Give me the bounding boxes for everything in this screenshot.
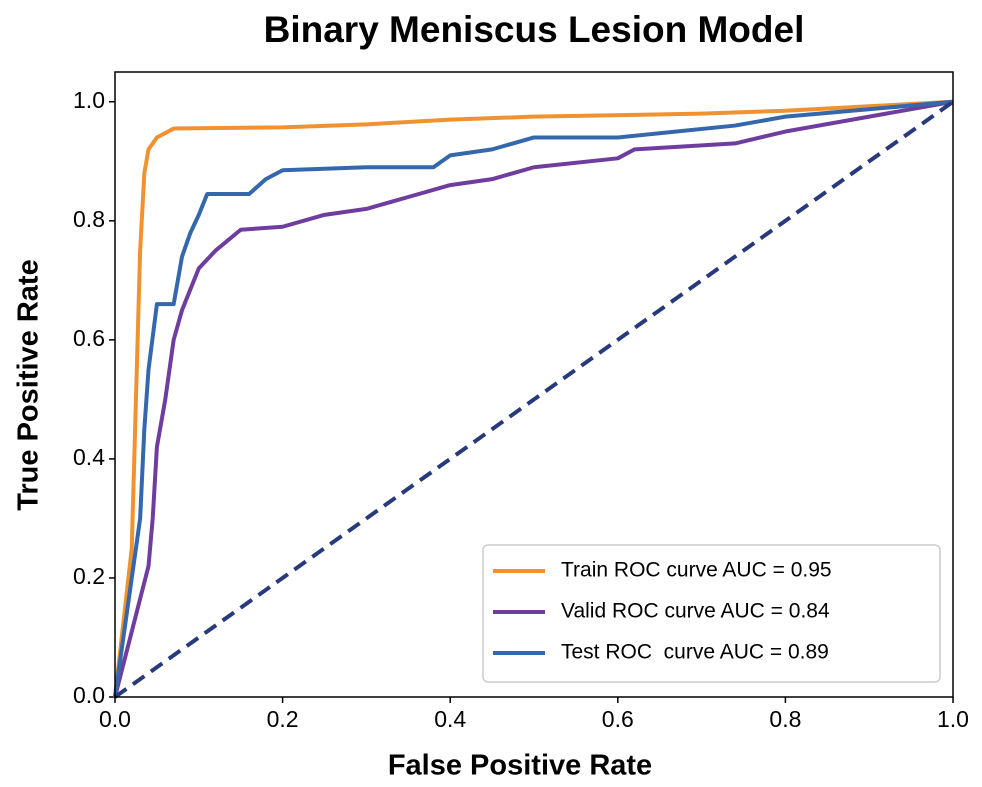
x-tick-label: 0.2	[267, 706, 299, 732]
x-tick-label: 1.0	[937, 706, 969, 732]
y-tick-label: 0.0	[73, 682, 105, 708]
plot-frame	[114, 71, 954, 698]
roc-curve	[113, 99, 954, 698]
y-tick-label: 0.8	[73, 206, 105, 232]
y-axis-label: True Positive Rate	[13, 259, 45, 510]
chance-line	[113, 100, 955, 699]
x-tick-label: 0.0	[99, 706, 131, 732]
x-tick-label: 0.8	[769, 706, 801, 732]
y-tick-label: 0.4	[73, 444, 105, 470]
y-tick-label: 1.0	[73, 87, 105, 113]
x-tick-label: 0.4	[434, 706, 466, 732]
x-axis-label: False Positive Rate	[388, 750, 652, 782]
legend-label: Train ROC curve AUC = 0.95	[561, 559, 832, 582]
legend-box	[482, 544, 941, 683]
roc-curve	[113, 99, 954, 698]
y-tick-label: 0.2	[73, 563, 105, 589]
roc-curve	[113, 99, 954, 698]
y-tick-label: 0.6	[73, 325, 105, 351]
chart-title: Binary Meniscus Lesion Model	[264, 9, 805, 50]
legend-label: Test ROC curve AUC = 0.89	[561, 641, 829, 664]
legend-label: Valid ROC curve AUC = 0.84	[561, 600, 830, 623]
x-tick-label: 0.6	[602, 706, 634, 732]
